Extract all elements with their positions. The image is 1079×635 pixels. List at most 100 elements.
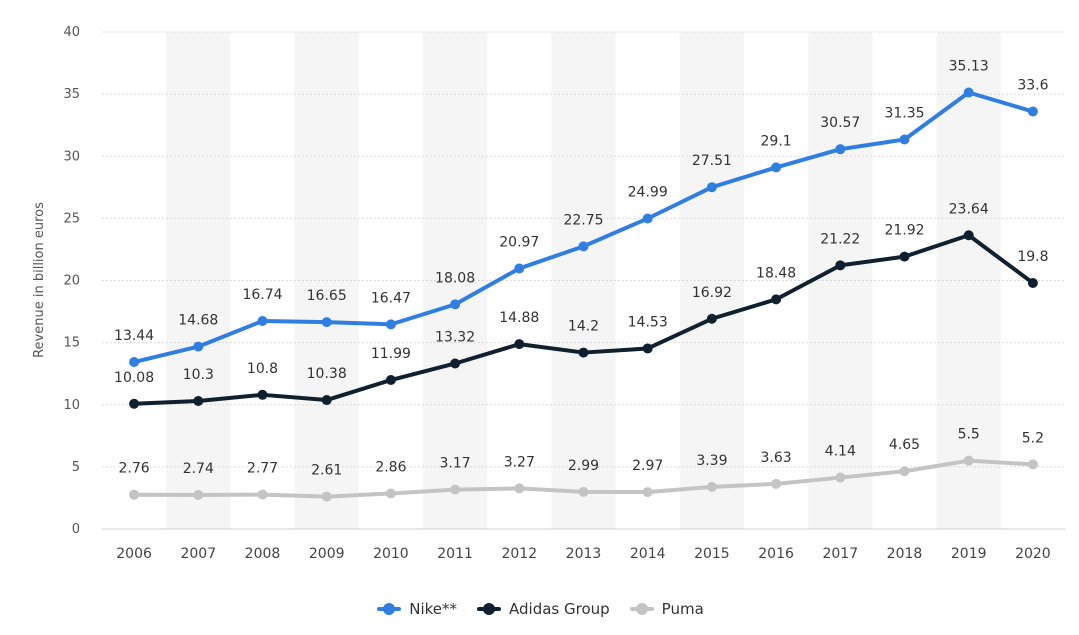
data-labels: 13.44 14.68 16.74 16.65 16.47 18.08 20.97 22.75… <box>114 59 1049 479</box>
legend-item[interactable]: Puma <box>628 600 704 618</box>
data-point[interactable] <box>706 481 717 492</box>
data-point[interactable] <box>963 87 974 98</box>
data-point[interactable] <box>899 466 910 477</box>
data-label: 14.53 <box>628 314 668 330</box>
data-label: 16.74 <box>242 287 282 303</box>
data-point[interactable] <box>963 455 974 466</box>
data-point[interactable] <box>899 134 910 145</box>
data-point[interactable] <box>706 313 717 324</box>
data-point[interactable] <box>385 375 396 386</box>
data-label: 21.22 <box>820 231 860 247</box>
data-label: 4.65 <box>889 437 920 453</box>
legend-label: Adidas Group <box>509 600 610 618</box>
data-label: 2.77 <box>247 461 278 477</box>
legend-label: Nike** <box>409 600 458 618</box>
data-label: 13.32 <box>435 329 475 345</box>
x-tick-label: 2013 <box>566 546 602 562</box>
gridlines <box>102 31 1065 530</box>
y-tick-label: 25 <box>63 211 80 226</box>
data-point[interactable] <box>514 263 525 274</box>
data-point[interactable] <box>642 487 653 498</box>
data-point[interactable] <box>963 230 974 241</box>
data-label: 10.8 <box>247 361 278 377</box>
legend-item[interactable]: Adidas Group <box>475 600 610 618</box>
data-label: 3.39 <box>696 453 727 469</box>
data-point[interactable] <box>514 339 525 350</box>
data-label: 2.61 <box>311 463 342 479</box>
data-point[interactable] <box>321 317 332 328</box>
data-point[interactable] <box>771 162 782 173</box>
data-point[interactable] <box>385 319 396 330</box>
data-point[interactable] <box>321 491 332 502</box>
data-point[interactable] <box>450 358 461 369</box>
data-point[interactable] <box>193 396 204 407</box>
data-label: 30.57 <box>820 115 860 131</box>
data-point[interactable] <box>193 341 204 352</box>
x-tick-label: 2014 <box>630 546 666 562</box>
data-label: 16.92 <box>692 285 732 301</box>
data-label: 14.68 <box>178 313 218 329</box>
data-label: 2.99 <box>568 458 599 474</box>
data-label: 2.74 <box>183 461 214 477</box>
data-label: 21.92 <box>884 223 924 239</box>
data-label: 3.17 <box>440 456 471 472</box>
x-tick-label: 2018 <box>887 546 923 562</box>
data-point[interactable] <box>706 182 717 193</box>
data-label: 19.8 <box>1017 249 1048 265</box>
data-label: 23.64 <box>949 201 989 217</box>
x-tick-label: 2010 <box>373 546 409 562</box>
data-point[interactable] <box>514 483 525 494</box>
data-label: 2.97 <box>632 458 663 474</box>
data-point[interactable] <box>450 484 461 495</box>
data-point[interactable] <box>642 343 653 354</box>
data-point[interactable] <box>257 389 268 400</box>
data-point[interactable] <box>835 472 846 483</box>
legend-swatch-icon <box>375 603 403 615</box>
data-label: 2.76 <box>119 461 150 477</box>
data-label: 22.75 <box>563 212 603 228</box>
data-point[interactable] <box>129 357 140 368</box>
data-label: 4.14 <box>825 444 856 460</box>
data-point[interactable] <box>1027 106 1038 117</box>
legend-swatch-icon <box>475 603 503 615</box>
y-tick-label: 40 <box>63 25 80 40</box>
y-tick-label: 20 <box>63 274 80 289</box>
data-label: 18.48 <box>756 265 796 281</box>
data-point[interactable] <box>835 260 846 271</box>
data-point[interactable] <box>385 488 396 499</box>
data-point[interactable] <box>835 144 846 155</box>
data-point[interactable] <box>321 395 332 406</box>
data-point[interactable] <box>771 294 782 305</box>
data-point[interactable] <box>578 486 589 497</box>
data-point[interactable] <box>1027 459 1038 470</box>
data-label: 24.99 <box>628 184 668 200</box>
data-point[interactable] <box>771 478 782 489</box>
data-label: 16.47 <box>371 290 411 306</box>
y-tick-label: 30 <box>63 149 80 164</box>
x-tick-label: 2019 <box>951 546 987 562</box>
x-tick-label: 2016 <box>758 546 794 562</box>
legend-label: Puma <box>661 600 704 618</box>
x-tick-label: 2007 <box>180 546 216 562</box>
data-point[interactable] <box>642 213 653 224</box>
data-point[interactable] <box>129 398 140 409</box>
legend-swatch-icon <box>628 603 656 615</box>
y-tick-label: 15 <box>63 336 80 351</box>
y-axis-label: Revenue in billion euros <box>32 202 47 358</box>
data-point[interactable] <box>899 251 910 262</box>
x-axis-ticks: 2006 2007 2008 2009 2010 2011 2012 2013 2014 2015… <box>116 546 1050 562</box>
data-label: 13.44 <box>114 328 154 344</box>
data-point[interactable] <box>257 489 268 500</box>
data-label: 35.13 <box>949 59 989 75</box>
data-label: 14.2 <box>568 319 599 335</box>
data-point[interactable] <box>1027 277 1038 288</box>
data-point[interactable] <box>129 489 140 500</box>
data-label: 31.35 <box>884 105 924 121</box>
series-0 <box>129 87 1038 368</box>
data-point[interactable] <box>578 241 589 252</box>
data-point[interactable] <box>578 347 589 358</box>
data-point[interactable] <box>257 316 268 327</box>
data-point[interactable] <box>193 489 204 500</box>
data-point[interactable] <box>450 299 461 310</box>
legend-item[interactable]: Nike** <box>375 600 457 618</box>
